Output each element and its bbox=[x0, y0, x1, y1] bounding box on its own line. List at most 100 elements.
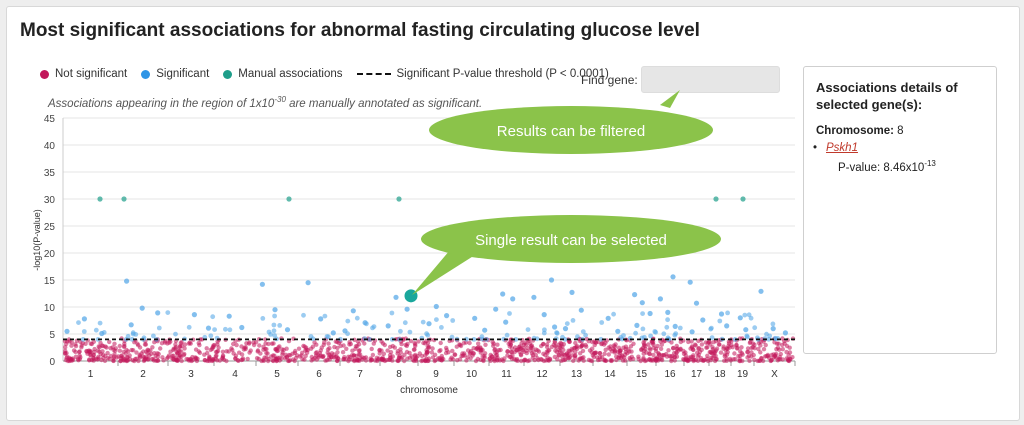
not-significant-point bbox=[536, 349, 542, 354]
not-significant-point bbox=[462, 353, 467, 358]
significant-point bbox=[634, 322, 640, 328]
significant-point bbox=[633, 330, 638, 336]
not-significant-point bbox=[179, 349, 184, 354]
not-significant-point bbox=[521, 358, 527, 363]
not-significant-point bbox=[71, 348, 77, 353]
not-significant-point bbox=[314, 357, 319, 362]
not-significant-point bbox=[193, 347, 199, 352]
significant-point bbox=[493, 306, 499, 312]
not-significant-point bbox=[125, 355, 130, 360]
x-tick-label: 11 bbox=[501, 369, 512, 380]
significant-point bbox=[611, 311, 616, 317]
not-significant-point bbox=[214, 353, 219, 358]
not-significant-point bbox=[560, 354, 565, 359]
significant-point bbox=[345, 318, 351, 324]
not-significant-point bbox=[205, 350, 210, 356]
not-significant-point bbox=[649, 339, 654, 344]
significant-point bbox=[665, 317, 670, 323]
legend-item-significant[interactable]: Significant bbox=[141, 68, 209, 80]
significant-point bbox=[767, 333, 773, 339]
not-significant-point bbox=[245, 356, 250, 362]
significant-point bbox=[542, 327, 547, 333]
selected-point[interactable] bbox=[404, 289, 418, 303]
x-tick-label: 2 bbox=[140, 369, 146, 380]
not-significant-point bbox=[547, 357, 553, 362]
not-significant-point bbox=[290, 351, 295, 356]
not-significant-point bbox=[436, 356, 441, 361]
not-significant-point bbox=[189, 358, 194, 364]
not-significant-point bbox=[521, 342, 527, 347]
significant-point bbox=[93, 327, 99, 333]
not-significant-point bbox=[356, 342, 362, 347]
significant-point bbox=[770, 321, 776, 327]
not-significant-point bbox=[118, 358, 123, 364]
not-significant-point bbox=[546, 348, 551, 353]
significant-point bbox=[156, 325, 162, 331]
significant-point bbox=[513, 337, 519, 342]
not-significant-point bbox=[395, 358, 400, 363]
significant-point bbox=[259, 281, 265, 287]
x-tick-label: 19 bbox=[737, 369, 749, 380]
not-significant-point bbox=[87, 358, 92, 363]
not-significant-point bbox=[243, 346, 248, 352]
not-significant-point bbox=[450, 348, 455, 354]
not-significant-point bbox=[155, 358, 161, 363]
x-tick-label: 3 bbox=[188, 369, 194, 380]
legend-item-manual[interactable]: Manual associations bbox=[223, 68, 343, 80]
not-significant-point bbox=[432, 358, 437, 364]
not-significant-point bbox=[182, 346, 187, 351]
legend-label-manual: Manual associations bbox=[238, 68, 343, 80]
legend-item-threshold[interactable]: Significant P-value threshold (P < 0.000… bbox=[356, 68, 609, 80]
not-significant-point bbox=[314, 350, 319, 355]
significant-point bbox=[439, 325, 444, 330]
not-significant-point bbox=[467, 340, 472, 346]
not-significant-point bbox=[481, 357, 486, 363]
not-significant-point bbox=[777, 354, 782, 360]
significant-point bbox=[426, 321, 432, 327]
not-significant-point bbox=[508, 349, 514, 355]
significant-points bbox=[64, 274, 789, 342]
x-tick-label: 10 bbox=[466, 369, 478, 380]
legend-item-not-significant[interactable]: Not significant bbox=[40, 68, 127, 80]
not-significant-point bbox=[712, 349, 718, 355]
not-significant-point bbox=[377, 351, 382, 356]
gene-link[interactable]: Pskh1 bbox=[826, 142, 858, 154]
page-title: Most significant associations for abnorm… bbox=[20, 20, 700, 41]
significant-point bbox=[208, 333, 214, 339]
not-significant-point bbox=[237, 350, 242, 355]
not-significant-point bbox=[277, 358, 282, 363]
not-significant-point bbox=[518, 345, 524, 351]
significant-point bbox=[525, 327, 531, 332]
manual-point bbox=[396, 196, 402, 202]
significant-point bbox=[782, 330, 789, 336]
not-significant-point bbox=[786, 358, 791, 363]
not-significant-point bbox=[591, 354, 597, 360]
not-significant-point bbox=[413, 343, 418, 349]
significant-point bbox=[724, 323, 730, 329]
not-significant-point bbox=[647, 346, 653, 351]
not-significant-point bbox=[606, 352, 611, 357]
significant-point bbox=[393, 294, 399, 300]
not-significant-point bbox=[488, 358, 493, 363]
not-significant-point bbox=[347, 339, 352, 345]
not-significant-point bbox=[384, 357, 389, 363]
significant-point bbox=[665, 309, 671, 315]
y-axis-label: -log10(P-value) bbox=[32, 209, 42, 271]
not-significant-point bbox=[745, 346, 751, 351]
manual-point bbox=[97, 196, 103, 202]
significant-point bbox=[746, 312, 752, 318]
not-significant-point bbox=[432, 352, 438, 357]
not-significant-point bbox=[473, 358, 479, 364]
not-significant-point bbox=[502, 356, 507, 361]
not-significant-point bbox=[324, 358, 330, 363]
not-significant-point bbox=[495, 342, 500, 347]
not-significant-point bbox=[631, 341, 636, 346]
not-significant-point bbox=[725, 349, 730, 355]
significant-point bbox=[718, 311, 725, 317]
selected-point-group[interactable] bbox=[404, 289, 418, 303]
not-significant-point bbox=[111, 356, 116, 361]
x-axis: 1 2 3 4 5 6 7 8 9 10 11 12 13 14 15 16 17 18 19 X bbox=[63, 360, 796, 380]
find-gene-input[interactable] bbox=[641, 66, 780, 93]
not-significant-point bbox=[326, 341, 331, 346]
